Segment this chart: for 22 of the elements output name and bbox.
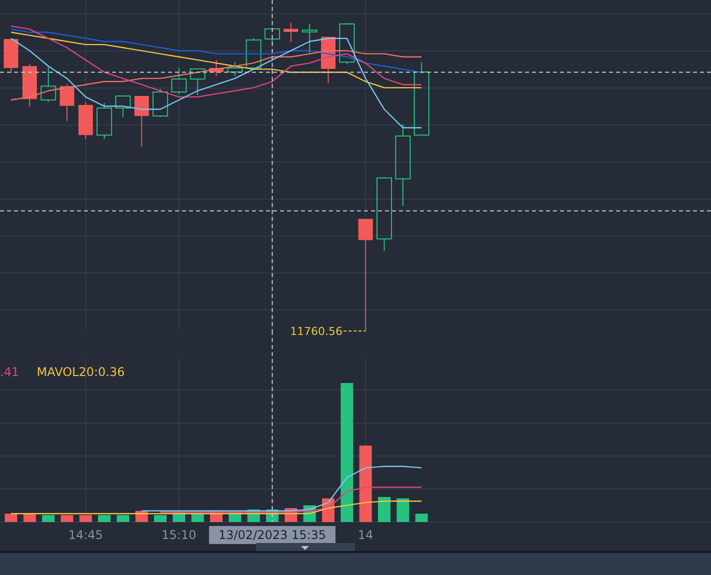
bar [415, 514, 428, 522]
bar [378, 496, 390, 522]
x-tick-label: 14 [358, 528, 374, 542]
bar [60, 515, 74, 522]
bar [4, 514, 18, 522]
bar [154, 515, 167, 522]
bar [42, 515, 55, 522]
annotation: 11760.56 [290, 325, 343, 338]
x-tick-label: 13/02/2023 15:35 [218, 528, 326, 542]
bar [116, 515, 130, 522]
x-tick-label: 14:45 [68, 528, 103, 542]
text: MAVOL20:0.36 [36, 365, 125, 379]
candlestick [284, 22, 298, 43]
bar [79, 515, 92, 522]
bar [98, 515, 111, 522]
bar [396, 498, 410, 522]
text: .41 [0, 365, 20, 379]
candlestick [395, 124, 411, 206]
bar [359, 446, 372, 522]
bar [340, 383, 354, 522]
x-tick-label: 15:10 [162, 528, 196, 542]
candlestick [78, 101, 93, 140]
